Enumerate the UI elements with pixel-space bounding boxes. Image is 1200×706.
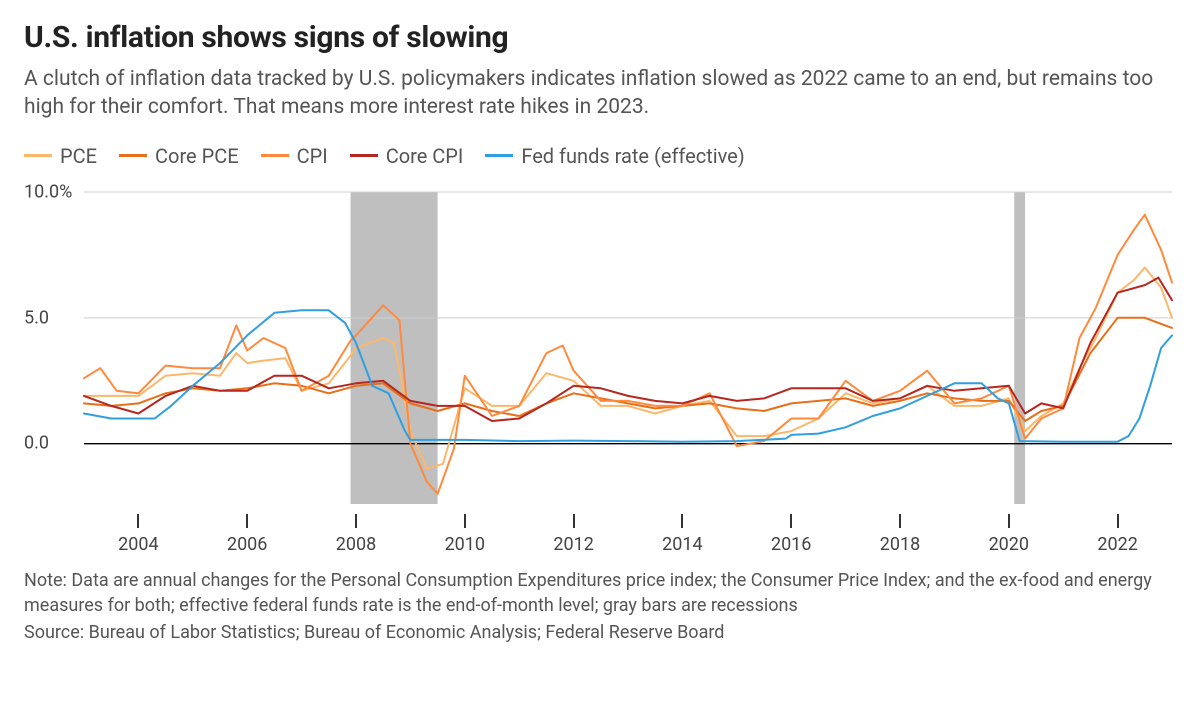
x-axis-label: 2004: [118, 534, 158, 555]
x-axis-label: 2022: [1097, 534, 1137, 555]
x-axis-label: 2006: [227, 534, 267, 555]
x-axis-tick: [1117, 514, 1119, 528]
legend-item: CPI: [261, 144, 328, 168]
chart-title: U.S. inflation shows signs of slowing: [24, 20, 1176, 55]
legend-item: Core PCE: [119, 144, 239, 168]
legend-label: Core PCE: [155, 144, 239, 168]
x-axis-label: 2018: [880, 534, 920, 555]
legend-swatch: [350, 154, 378, 157]
legend-item: PCE: [24, 144, 97, 168]
x-axis-tick: [464, 514, 466, 528]
legend-label: PCE: [60, 144, 97, 168]
x-axis-tick: [681, 514, 683, 528]
legend-label: Fed funds rate (effective): [521, 144, 744, 168]
x-axis-label: 2008: [336, 534, 376, 555]
x-axis-tick: [355, 514, 357, 528]
legend-swatch: [485, 154, 513, 157]
legend-item: Fed funds rate (effective): [485, 144, 744, 168]
y-axis-label: 5.0: [24, 307, 76, 328]
y-axis-label: 0.0: [24, 433, 76, 454]
x-axis-label: 2020: [989, 534, 1029, 555]
x-axis-tick: [137, 514, 139, 528]
legend-item: Core CPI: [350, 144, 464, 168]
legend: PCE Core PCE CPI Core CPI Fed funds rate (ef…: [24, 144, 1176, 168]
legend-swatch: [119, 154, 147, 157]
legend-swatch: [24, 154, 52, 157]
x-axis-label: 2014: [662, 534, 702, 555]
legend-label: CPI: [297, 144, 328, 168]
x-axis-label: 2010: [445, 534, 485, 555]
chart-notes: Note: Data are annual changes for the Pe…: [24, 568, 1176, 646]
chart-subtitle: A clutch of inflation data tracked by U.…: [24, 65, 1176, 122]
legend-label: Core CPI: [386, 144, 464, 168]
note-text: Note: Data are annual changes for the Pe…: [24, 568, 1176, 618]
y-axis-label: 10.0%: [24, 181, 76, 202]
legend-swatch: [261, 154, 289, 157]
x-axis-tick: [246, 514, 248, 528]
x-axis-tick: [1008, 514, 1010, 528]
x-axis-tick: [899, 514, 901, 528]
line-chart: 0.05.010.0%20042006200820102012201420162…: [24, 186, 1176, 506]
x-axis-label: 2012: [553, 534, 593, 555]
x-axis-tick: [573, 514, 575, 528]
x-axis-label: 2016: [771, 534, 811, 555]
x-axis-tick: [790, 514, 792, 528]
source-text: Source: Bureau of Labor Statistics; Bure…: [24, 620, 1176, 645]
